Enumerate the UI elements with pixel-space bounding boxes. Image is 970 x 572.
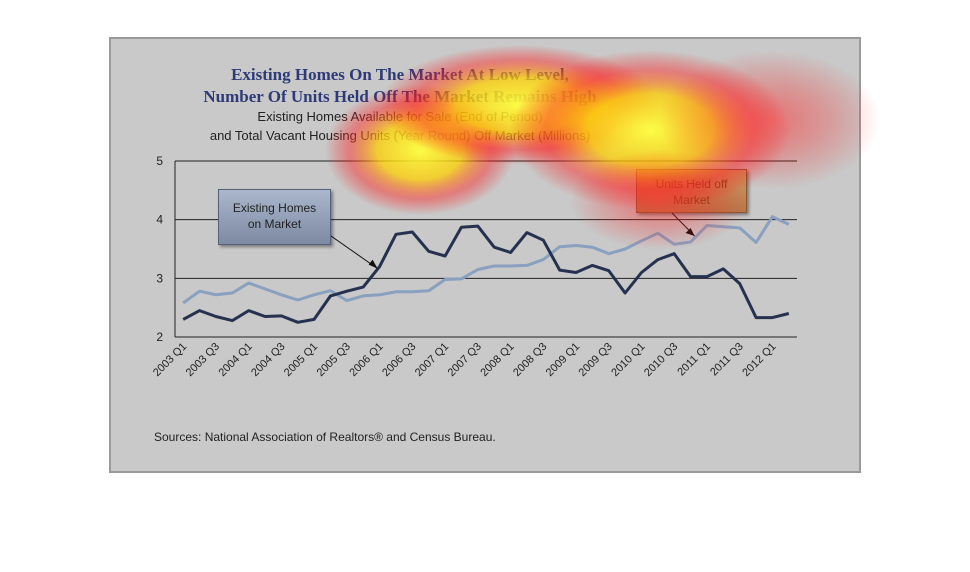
- y-tick-label: 5: [156, 154, 163, 168]
- x-tick-label: 2007 Q1: [413, 341, 451, 379]
- x-tick-label: 2005 Q3: [315, 341, 353, 379]
- y-tick-label: 4: [156, 213, 163, 227]
- sources-note: Sources: National Association of Realtor…: [154, 430, 496, 444]
- x-tick-label: 2010 Q3: [642, 341, 680, 379]
- x-tick-label: 2003 Q3: [184, 341, 222, 379]
- x-tick-label: 2011 Q3: [708, 341, 746, 379]
- x-tick-label: 2004 Q3: [249, 341, 287, 379]
- x-tick-label: 2008 Q3: [511, 341, 549, 379]
- x-tick-label: 2004 Q1: [216, 341, 254, 379]
- callout-held-line2: Market: [673, 193, 710, 207]
- x-tick-label: 2003 Q1: [151, 341, 189, 379]
- x-tick-label: 2010 Q1: [609, 341, 647, 379]
- x-tick-label: 2005 Q1: [282, 341, 320, 379]
- callout-existing-homes: Existing Homes on Market: [218, 189, 331, 245]
- x-tick-label: 2009 Q1: [544, 341, 582, 379]
- x-tick-label: 2011 Q1: [675, 341, 713, 379]
- y-tick-label: 3: [156, 271, 163, 285]
- series-line-existing-homes: [182, 224, 790, 324]
- x-tick-label: 2009 Q3: [577, 341, 615, 379]
- x-tick-label: 2006 Q1: [347, 341, 385, 379]
- callout-held-line1: Units Held off: [655, 177, 728, 191]
- y-tick-label: 2: [156, 330, 163, 344]
- x-tick-label: 2008 Q1: [478, 341, 516, 379]
- callout-units-held-off: Units Held off Market: [636, 169, 747, 213]
- x-tick-label: 2007 Q3: [446, 341, 484, 379]
- x-tick-label: 2012 Q1: [740, 341, 778, 379]
- callout-existing-line2: on Market: [247, 217, 302, 231]
- callout-arrowhead-held: [685, 227, 695, 236]
- callout-arrowhead-existing: [368, 259, 378, 269]
- x-tick-label: 2006 Q3: [380, 341, 418, 379]
- callout-existing-line1: Existing Homes: [232, 201, 317, 215]
